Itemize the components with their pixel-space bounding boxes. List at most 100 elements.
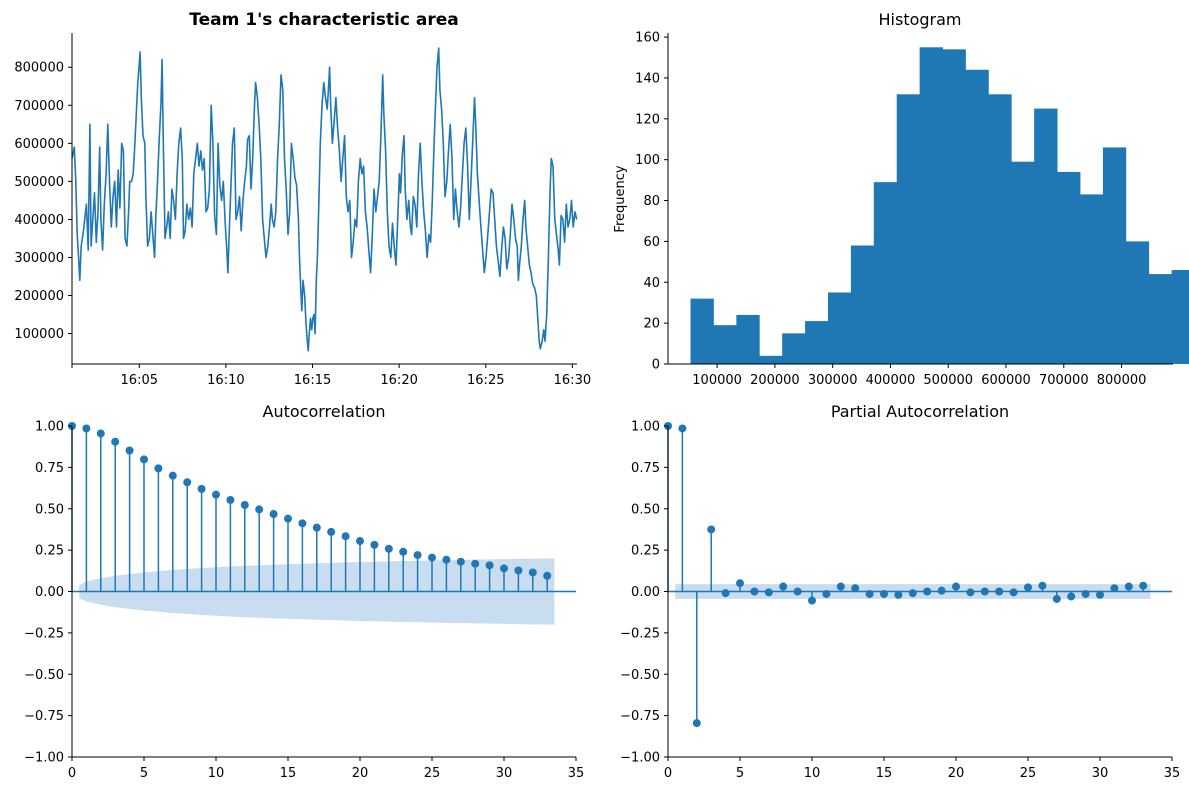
partial-autocorrelation-point [1038,581,1047,590]
partial-autocorrelation-point [692,719,701,728]
partial-autocorrelation-point [1124,582,1133,591]
partial-autocorrelation-point [980,587,989,596]
partial-autocorrelation-point [1067,592,1076,601]
autocorrelation-point [500,564,508,573]
histogram-bar [736,314,760,364]
autocorrelation-xtick-label: 30 [496,766,513,781]
histogram-bar [1034,108,1058,364]
partial-autocorrelation-xtick-label: 30 [1092,766,1109,781]
autocorrelation-ytick-label: −0.25 [24,626,64,641]
partial-autocorrelation-point [1052,594,1061,603]
autocorrelation-point [442,555,451,564]
histogram-ytick-label: 0 [652,358,660,373]
histogram-bar [942,49,966,364]
partial-autocorrelation-xtick-label: 35 [1164,766,1181,781]
partial-autocorrelation-point [1110,584,1119,593]
time-series-ytick-label: 100000 [14,327,64,342]
histogram-xtick-label: 400000 [866,373,916,388]
partial-autocorrelation-point [966,588,975,597]
autocorrelation-point [168,471,177,480]
autocorrelation-point [183,478,192,487]
histogram-bar [1148,274,1173,364]
partial-autocorrelation-point [865,589,874,598]
partial-autocorrelation-point [721,589,730,598]
partial-autocorrelation-point [736,579,744,588]
autocorrelation-point [226,495,235,504]
histogram-xtick-label: 200000 [750,373,800,388]
autocorrelation-title: Autocorrelation [263,402,386,421]
histogram-bar [850,245,875,364]
autocorrelation-xtick-label: 10 [208,766,225,781]
histogram-ytick-label: 80 [643,194,660,209]
autocorrelation-point [154,464,163,473]
histogram-bar [827,292,852,364]
partial-autocorrelation-point [1139,581,1148,590]
histogram-ytick-label: 40 [643,276,660,291]
time-series-ytick-label: 200000 [14,289,64,304]
autocorrelation-ytick-label: 0.25 [35,544,64,559]
partial-autocorrelation-xtick-label: 15 [876,766,893,781]
autocorrelation-ytick-label: −1.00 [24,751,64,766]
partial-autocorrelation-ytick-label: −0.50 [620,668,660,683]
time-series-xtick-label: 16:20 [380,373,417,388]
autocorrelation-xtick-label: 15 [280,766,297,781]
histogram-bar [759,355,783,364]
partial-autocorrelation-point [1096,590,1104,599]
partial-autocorrelation-point [678,424,687,433]
autocorrelation-xtick-label: 35 [568,766,585,781]
autocorrelation-point [212,490,220,499]
histogram-bar [896,94,921,365]
time-series-xtick-label: 16:30 [554,373,591,388]
histogram-ytick-label: 120 [635,112,660,127]
time-series-ytick-label: 300000 [14,251,64,266]
histogram-xtick-label: 700000 [1039,373,1089,388]
autocorrelation-panel: Autocorrelation 1.00 0.75 0.50 0.25 0.00 −0.2… [24,402,584,781]
autocorrelation-point [240,500,249,509]
time-series-ytick-label: 700000 [14,99,64,114]
time-series-title: Team 1's characteristic area [189,10,458,30]
autocorrelation-ytick-label: −0.75 [24,709,64,724]
autocorrelation-point [428,553,436,562]
autocorrelation-point [197,484,206,493]
partial-autocorrelation-xtick-label: 0 [664,766,672,781]
time-series-ytick-label: 800000 [14,61,64,76]
autocorrelation-point [125,446,134,455]
partial-autocorrelation-point [995,587,1004,596]
histogram-ytick-label: 160 [635,31,660,46]
autocorrelation-point [543,571,552,580]
partial-autocorrelation-panel: Partial Autocorrelation 1.00 0.75 0.50 0.25… [620,402,1180,781]
time-series-ytick-label: 500000 [14,175,64,190]
histogram-xtick-label: 500000 [923,373,973,388]
histogram-ytick-label: 140 [635,71,660,86]
histogram-bar [965,69,989,364]
autocorrelation-point [485,561,494,570]
partial-autocorrelation-point [937,586,946,595]
autocorrelation-point [399,547,408,556]
autocorrelation-ytick-label: 0.50 [35,502,64,517]
partial-autocorrelation-point [923,587,932,596]
histogram-ylabel: Frequency [613,165,628,232]
autocorrelation-point [341,532,350,541]
histogram-bar [1171,270,1189,364]
partial-autocorrelation-ytick-label: 0.00 [631,585,660,600]
partial-autocorrelation-point [750,587,759,596]
partial-autocorrelation-point [851,584,860,593]
histogram-ytick-label: 20 [643,317,660,332]
autocorrelation-point [111,437,120,446]
partial-autocorrelation-point [952,582,960,591]
partial-autocorrelation-point [822,589,831,598]
autocorrelation-point [456,557,465,566]
autocorrelation-xtick-label: 20 [352,766,369,781]
autocorrelation-point [255,505,264,514]
autocorrelation-xtick-label: 25 [424,766,441,781]
histogram-panel: Histogram Frequency 0 20 40 60 80 100 120 140 16… [613,10,1189,388]
autocorrelation-point [312,523,321,532]
autocorrelation-point [514,566,523,575]
partial-autocorrelation-title: Partial Autocorrelation [831,402,1009,421]
autocorrelation-point [284,514,292,523]
partial-autocorrelation-point [793,587,802,596]
partial-autocorrelation-ytick-label: 0.25 [631,544,660,559]
partial-autocorrelation-point [1081,589,1090,598]
autocorrelation-point [356,537,364,546]
partial-autocorrelation-ytick-label: −1.00 [620,751,660,766]
